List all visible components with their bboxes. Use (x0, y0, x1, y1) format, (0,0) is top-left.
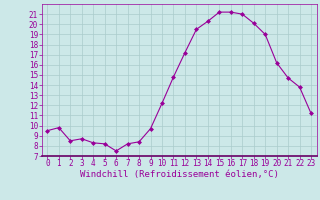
X-axis label: Windchill (Refroidissement éolien,°C): Windchill (Refroidissement éolien,°C) (80, 170, 279, 179)
